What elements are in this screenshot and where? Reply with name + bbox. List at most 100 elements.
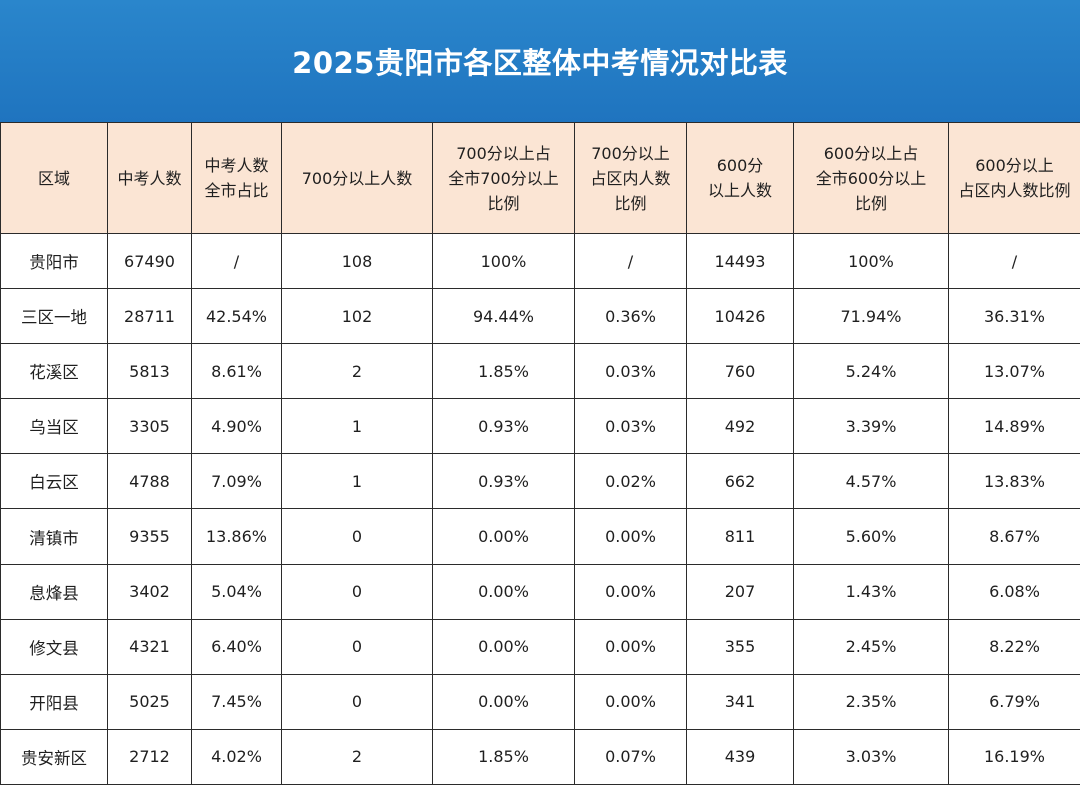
cell-700-district-ratio: /: [574, 232, 687, 290]
cell-600-count: 207: [686, 563, 794, 620]
table-row: 乌当区 3305 4.90% 1 0.93% 0.03% 492 3.39% 1…: [0, 398, 1080, 455]
table-row: 贵阳市 67490 / 108 100% / 14493 100% /: [0, 232, 1080, 290]
cell-city-share: /: [191, 232, 282, 290]
cell-exam-count: 3402: [107, 563, 192, 620]
cell-700-city-ratio: 0.00%: [432, 618, 575, 675]
cell-city-share: 13.86%: [191, 508, 282, 565]
cell-700-count: 0: [281, 508, 433, 565]
cell-700-count: 0: [281, 563, 433, 620]
cell-600-city-ratio: 2.45%: [793, 618, 949, 675]
cell-700-count: 1: [281, 453, 433, 510]
cell-700-district-ratio: 0.03%: [574, 343, 687, 400]
cell-600-count: 492: [686, 398, 794, 455]
title-bar: 2025贵阳市各区整体中考情况对比表: [0, 0, 1080, 122]
cell-600-district-ratio: 16.19%: [948, 728, 1080, 785]
cell-700-city-ratio: 0.93%: [432, 398, 575, 455]
cell-600-district-ratio: 13.07%: [948, 343, 1080, 400]
cell-600-city-ratio: 5.24%: [793, 343, 949, 400]
header-700-district-ratio: 700分以上 占区内人数 比例: [574, 122, 687, 234]
cell-600-district-ratio: 8.22%: [948, 618, 1080, 675]
cell-600-count: 760: [686, 343, 794, 400]
cell-region: 三区一地: [0, 288, 108, 345]
header-row: 区域 中考人数 中考人数 全市占比 700分以上人数 700分以上占 全市700…: [0, 122, 1080, 234]
cell-region: 息烽县: [0, 563, 108, 620]
table-row: 开阳县 5025 7.45% 0 0.00% 0.00% 341 2.35% 6…: [0, 673, 1080, 730]
header-600-count: 600分 以上人数: [686, 122, 794, 234]
table-row: 花溪区 5813 8.61% 2 1.85% 0.03% 760 5.24% 1…: [0, 343, 1080, 400]
cell-700-city-ratio: 0.00%: [432, 508, 575, 565]
cell-region: 乌当区: [0, 398, 108, 455]
cell-700-district-ratio: 0.00%: [574, 508, 687, 565]
cell-exam-count: 5813: [107, 343, 192, 400]
cell-region: 清镇市: [0, 508, 108, 565]
cell-city-share: 8.61%: [191, 343, 282, 400]
cell-600-district-ratio: 36.31%: [948, 288, 1080, 345]
cell-600-count: 355: [686, 618, 794, 675]
cell-region: 白云区: [0, 453, 108, 510]
header-700-city-ratio: 700分以上占 全市700分以上 比例: [432, 122, 575, 234]
cell-700-city-ratio: 94.44%: [432, 288, 575, 345]
cell-region: 花溪区: [0, 343, 108, 400]
table-title: 2025贵阳市各区整体中考情况对比表: [292, 46, 788, 80]
header-region: 区域: [0, 122, 108, 234]
table-row: 清镇市 9355 13.86% 0 0.00% 0.00% 811 5.60% …: [0, 508, 1080, 565]
cell-city-share: 7.09%: [191, 453, 282, 510]
cell-700-district-ratio: 0.07%: [574, 728, 687, 785]
table-row: 贵安新区 2712 4.02% 2 1.85% 0.07% 439 3.03% …: [0, 728, 1080, 785]
cell-600-district-ratio: /: [948, 232, 1080, 290]
cell-700-city-ratio: 0.93%: [432, 453, 575, 510]
cell-600-city-ratio: 100%: [793, 232, 949, 290]
table-row: 修文县 4321 6.40% 0 0.00% 0.00% 355 2.45% 8…: [0, 618, 1080, 675]
cell-region: 贵安新区: [0, 728, 108, 785]
cell-700-city-ratio: 0.00%: [432, 673, 575, 730]
cell-600-city-ratio: 71.94%: [793, 288, 949, 345]
cell-exam-count: 3305: [107, 398, 192, 455]
cell-700-district-ratio: 0.36%: [574, 288, 687, 345]
cell-600-count: 341: [686, 673, 794, 730]
table-body: 贵阳市 67490 / 108 100% / 14493 100% / 三区一地…: [0, 232, 1080, 785]
cell-600-count: 14493: [686, 232, 794, 290]
cell-city-share: 6.40%: [191, 618, 282, 675]
cell-600-city-ratio: 3.03%: [793, 728, 949, 785]
cell-exam-count: 28711: [107, 288, 192, 345]
cell-600-city-ratio: 2.35%: [793, 673, 949, 730]
cell-600-district-ratio: 6.08%: [948, 563, 1080, 620]
cell-600-district-ratio: 14.89%: [948, 398, 1080, 455]
cell-city-share: 4.90%: [191, 398, 282, 455]
cell-600-count: 811: [686, 508, 794, 565]
table-row: 息烽县 3402 5.04% 0 0.00% 0.00% 207 1.43% 6…: [0, 563, 1080, 620]
cell-600-city-ratio: 4.57%: [793, 453, 949, 510]
cell-700-district-ratio: 0.03%: [574, 398, 687, 455]
table-row: 三区一地 28711 42.54% 102 94.44% 0.36% 10426…: [0, 288, 1080, 345]
cell-city-share: 7.45%: [191, 673, 282, 730]
cell-region: 贵阳市: [0, 232, 108, 290]
header-600-district-ratio: 600分以上 占区内人数比例: [948, 122, 1080, 234]
cell-700-count: 2: [281, 728, 433, 785]
cell-600-district-ratio: 8.67%: [948, 508, 1080, 565]
cell-exam-count: 2712: [107, 728, 192, 785]
cell-exam-count: 5025: [107, 673, 192, 730]
cell-exam-count: 67490: [107, 232, 192, 290]
cell-600-district-ratio: 13.83%: [948, 453, 1080, 510]
header-700-count: 700分以上人数: [281, 122, 433, 234]
cell-700-district-ratio: 0.00%: [574, 673, 687, 730]
cell-700-district-ratio: 0.00%: [574, 563, 687, 620]
header-600-city-ratio: 600分以上占 全市600分以上 比例: [793, 122, 949, 234]
cell-700-count: 2: [281, 343, 433, 400]
header-city-share: 中考人数 全市占比: [191, 122, 282, 234]
cell-700-city-ratio: 100%: [432, 232, 575, 290]
cell-700-city-ratio: 1.85%: [432, 728, 575, 785]
cell-700-district-ratio: 0.00%: [574, 618, 687, 675]
cell-600-count: 10426: [686, 288, 794, 345]
cell-600-city-ratio: 3.39%: [793, 398, 949, 455]
cell-700-count: 0: [281, 618, 433, 675]
cell-600-district-ratio: 6.79%: [948, 673, 1080, 730]
cell-city-share: 42.54%: [191, 288, 282, 345]
cell-700-count: 102: [281, 288, 433, 345]
cell-600-city-ratio: 1.43%: [793, 563, 949, 620]
cell-700-city-ratio: 1.85%: [432, 343, 575, 400]
cell-600-count: 439: [686, 728, 794, 785]
cell-region: 开阳县: [0, 673, 108, 730]
cell-region: 修文县: [0, 618, 108, 675]
